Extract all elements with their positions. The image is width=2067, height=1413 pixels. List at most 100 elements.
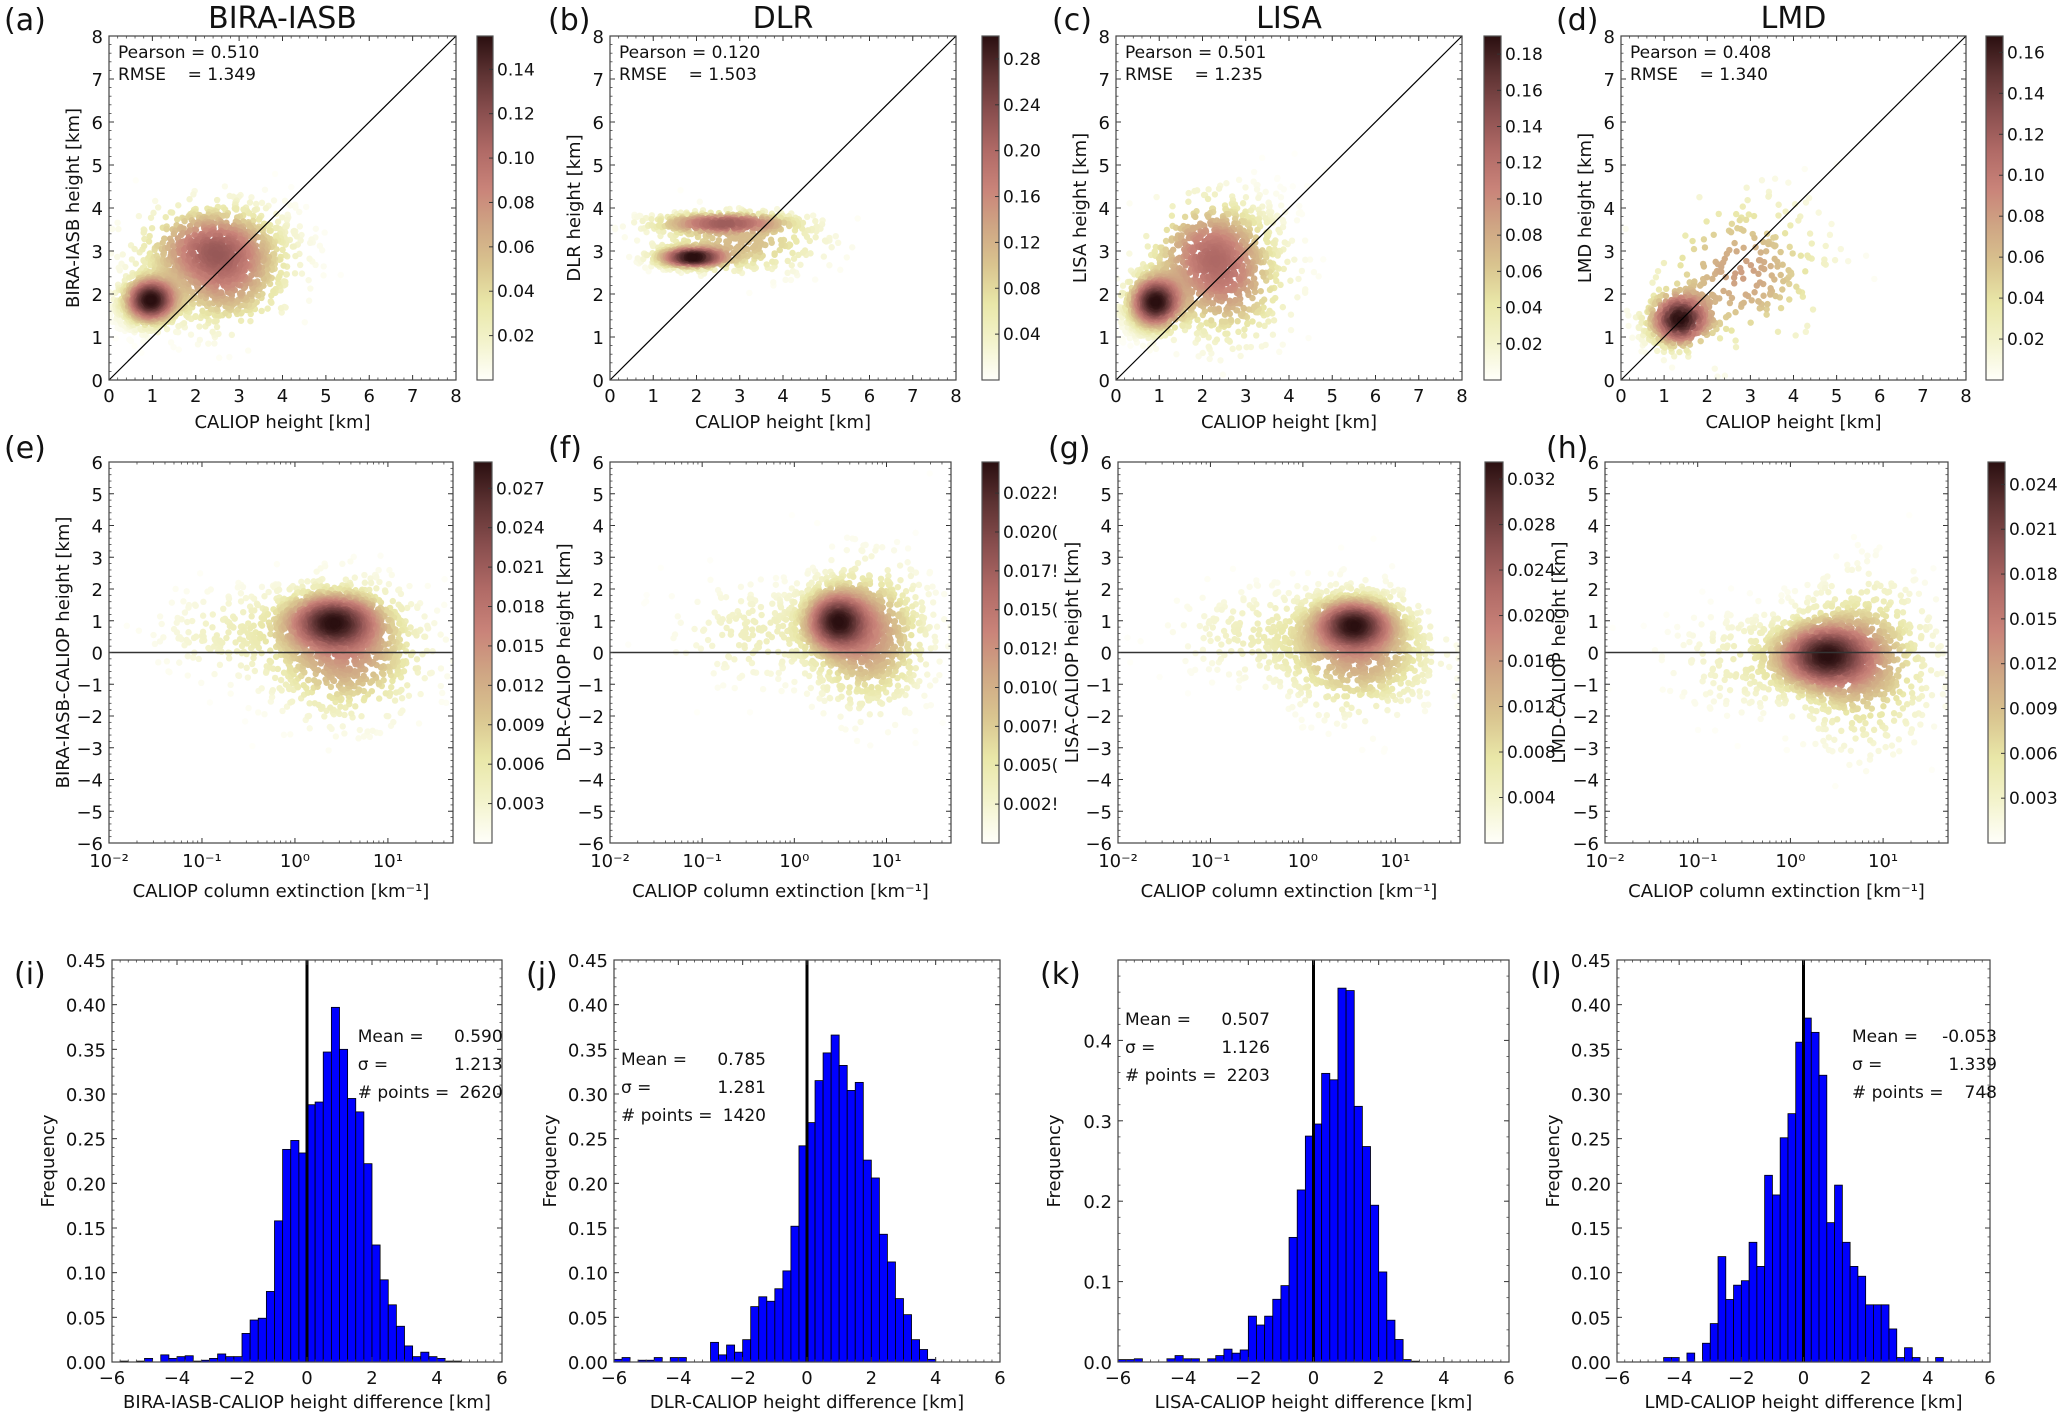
scatter-point bbox=[140, 229, 147, 236]
x-tick-label: 0 bbox=[103, 386, 114, 407]
scatter-point bbox=[1126, 250, 1133, 257]
scatter-point bbox=[192, 312, 199, 320]
scatter-point bbox=[789, 267, 797, 275]
scatter-point bbox=[1173, 351, 1180, 358]
scatter-point bbox=[226, 353, 233, 361]
scatter-point bbox=[1301, 288, 1309, 295]
scatter-point bbox=[1153, 193, 1160, 201]
scatter-point bbox=[1199, 349, 1206, 357]
scatter-point bbox=[112, 335, 119, 342]
scatter-point bbox=[255, 216, 263, 223]
scatter-point bbox=[321, 229, 328, 236]
scatter-point bbox=[280, 262, 287, 269]
scatter-point bbox=[1269, 297, 1276, 304]
scatter-point bbox=[180, 319, 188, 327]
y-tick-label: 1 bbox=[593, 328, 604, 349]
scatter-point bbox=[320, 272, 327, 279]
scatter-points bbox=[109, 170, 344, 361]
scatter-point bbox=[1234, 318, 1241, 325]
colorbar-tick-label: 0.12 bbox=[497, 105, 535, 125]
scatter-point bbox=[196, 336, 204, 344]
scatter-point bbox=[186, 196, 193, 203]
scatter-point bbox=[826, 262, 833, 269]
x-tick-label: 3 bbox=[734, 386, 745, 407]
scatter-point bbox=[132, 260, 140, 267]
scatter-point bbox=[271, 170, 279, 178]
scatter-point bbox=[1185, 189, 1192, 197]
scatter-point bbox=[696, 198, 703, 205]
scatter-point bbox=[1181, 213, 1189, 221]
scatter-point bbox=[1273, 175, 1281, 183]
scatter-point bbox=[1258, 343, 1266, 350]
scatter-point bbox=[1169, 203, 1176, 210]
scatter-point bbox=[116, 267, 123, 274]
scatter-point bbox=[1143, 232, 1150, 240]
x-axis-label: CALIOP height [km] bbox=[695, 412, 871, 433]
scatter-point bbox=[278, 214, 286, 221]
scatter-point bbox=[337, 271, 344, 279]
scatter-point bbox=[247, 317, 254, 325]
x-tick-label: 4 bbox=[777, 386, 788, 407]
x-tick-label: 2 bbox=[190, 386, 201, 407]
scatter-point bbox=[109, 311, 114, 319]
scatter-point bbox=[1162, 237, 1170, 245]
scatter-point bbox=[138, 349, 145, 356]
colorbar-tick-label: 0.08 bbox=[497, 193, 535, 213]
scatter-point bbox=[1239, 212, 1246, 219]
y-tick-label: 4 bbox=[92, 199, 103, 220]
y-tick-label: 8 bbox=[593, 27, 604, 48]
scatter-point bbox=[211, 340, 218, 347]
colorbar-tick-label: 0.24 bbox=[1003, 96, 1041, 116]
scatter-point bbox=[109, 225, 116, 233]
scatter-point bbox=[1126, 278, 1134, 285]
scatter-point bbox=[1281, 239, 1288, 246]
scatter-point bbox=[146, 297, 154, 304]
scatter-point bbox=[145, 238, 153, 245]
scatter-point bbox=[1244, 320, 1251, 327]
y-tick-label: 3 bbox=[92, 242, 103, 263]
scatter-point bbox=[1320, 256, 1327, 263]
scatter-point bbox=[1163, 226, 1171, 234]
scatter-point bbox=[258, 199, 266, 207]
scatter-point bbox=[1276, 348, 1283, 356]
scatter-point bbox=[642, 264, 649, 271]
scatter-point bbox=[109, 250, 115, 257]
scatter-point bbox=[248, 194, 255, 201]
scatter-point bbox=[296, 261, 304, 269]
scatter-point bbox=[291, 270, 299, 277]
scatter-point bbox=[170, 242, 177, 250]
x-tick-label: 7 bbox=[407, 386, 418, 407]
scatter-point bbox=[1293, 217, 1301, 224]
scatter-point bbox=[1301, 237, 1309, 244]
scatter-point bbox=[1144, 243, 1151, 250]
scatter-point bbox=[1296, 202, 1303, 210]
scatter-point bbox=[237, 317, 245, 324]
scatter-point bbox=[1254, 226, 1261, 233]
stats-text: RMSE = 1.349 bbox=[118, 65, 256, 85]
scatter-point bbox=[1279, 341, 1286, 348]
scatter-point bbox=[163, 225, 170, 233]
scatter-point bbox=[305, 297, 313, 304]
panel-label: (a) bbox=[4, 3, 46, 38]
stats-text: Pearson = 0.510 bbox=[118, 43, 259, 63]
scatter-point bbox=[274, 218, 282, 225]
scatter-point bbox=[843, 254, 851, 261]
scatter-point bbox=[159, 239, 166, 246]
scatter-point bbox=[1213, 336, 1221, 343]
scatter-point bbox=[170, 230, 178, 238]
scatter-point bbox=[264, 305, 271, 312]
scatter-point bbox=[141, 242, 148, 250]
scatter-point bbox=[237, 289, 245, 297]
scatter-point bbox=[1204, 195, 1212, 203]
scatter-point bbox=[163, 325, 171, 333]
scatter-point bbox=[288, 183, 295, 191]
y-tick-label: 7 bbox=[593, 70, 604, 91]
scatter-point bbox=[782, 276, 789, 284]
scatter-point bbox=[797, 261, 804, 268]
scatter-point bbox=[639, 217, 646, 225]
scatter-point bbox=[657, 217, 664, 225]
scatter-point bbox=[1116, 275, 1121, 282]
scatter-point bbox=[1191, 187, 1198, 195]
scatter-point bbox=[1284, 258, 1291, 266]
scatter-point bbox=[220, 212, 227, 219]
